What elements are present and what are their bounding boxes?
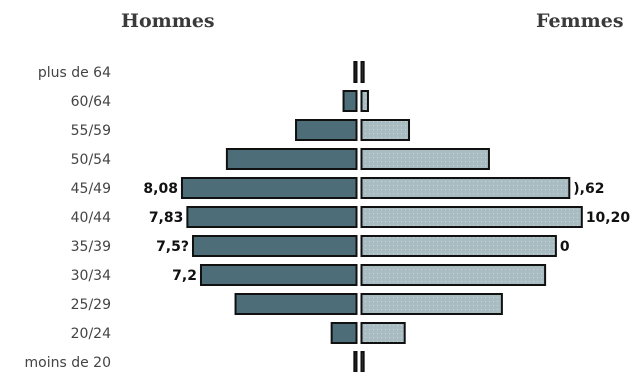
bar-hommes-20-24 <box>330 322 358 344</box>
category-label-30-34: 30/34 <box>71 268 111 284</box>
bar-hommes-50-54 <box>225 148 358 170</box>
bar-hommes-40-44 <box>186 206 358 228</box>
header-hommes: Hommes <box>121 10 215 32</box>
category-label-35-39: 35/39 <box>71 239 111 255</box>
value-label-femmes-35-39: 0 <box>560 239 570 255</box>
header-femmes: Femmes <box>536 10 624 32</box>
category-label-moins-de-20: moins de 20 <box>25 355 111 371</box>
bar-femmes-35-39 <box>360 235 557 257</box>
bar-hommes-30-34 <box>199 264 358 286</box>
category-label-60-64: 60/64 <box>71 94 111 110</box>
category-labels: plus de 64 60/64 55/59 50/54 45/49 40/44 35/39… <box>25 65 112 371</box>
value-label-hommes-40-44: 7,83 <box>149 210 184 226</box>
bars <box>180 61 583 372</box>
value-label-femmes-45-49: ),62 <box>573 181 604 197</box>
bar-femmes-25-29 <box>360 293 503 315</box>
value-label-hommes-30-34: 7,2 <box>172 268 197 284</box>
value-label-femmes-40-44: 10,20 <box>586 210 631 226</box>
category-label-25-29: 25/29 <box>71 297 111 313</box>
bar-femmes-20-24 <box>360 322 406 344</box>
category-label-50-54: 50/54 <box>71 152 111 168</box>
bar-femmes-60-64 <box>360 90 369 112</box>
category-label-plus-de-64: plus de 64 <box>38 65 111 81</box>
bar-hommes-45-49 <box>180 177 358 199</box>
bar-femmes-45-49 <box>360 177 571 199</box>
category-label-55-59: 55/59 <box>71 123 111 139</box>
bar-hommes-plus-de-64 <box>353 61 358 83</box>
bar-hommes-55-59 <box>295 119 358 141</box>
value-label-hommes-35-39: 7,5? <box>156 239 189 255</box>
bar-femmes-plus-de-64 <box>360 61 365 83</box>
bar-femmes-moins-de-20 <box>360 351 365 372</box>
bar-femmes-30-34 <box>360 264 547 286</box>
category-label-45-49: 45/49 <box>71 181 111 197</box>
bar-femmes-55-59 <box>360 119 411 141</box>
bar-hommes-60-64 <box>342 90 358 112</box>
category-label-40-44: 40/44 <box>71 210 111 226</box>
bar-hommes-35-39 <box>191 235 358 257</box>
bar-femmes-40-44 <box>360 206 583 228</box>
bar-hommes-25-29 <box>234 293 358 315</box>
value-labels: 8,08 ),62 7,83 10,20 7,5? 0 7,2 <box>143 181 630 284</box>
value-label-hommes-45-49: 8,08 <box>143 181 178 197</box>
bar-femmes-50-54 <box>360 148 490 170</box>
category-label-20-24: 20/24 <box>71 326 111 342</box>
bar-hommes-moins-de-20 <box>353 351 358 372</box>
